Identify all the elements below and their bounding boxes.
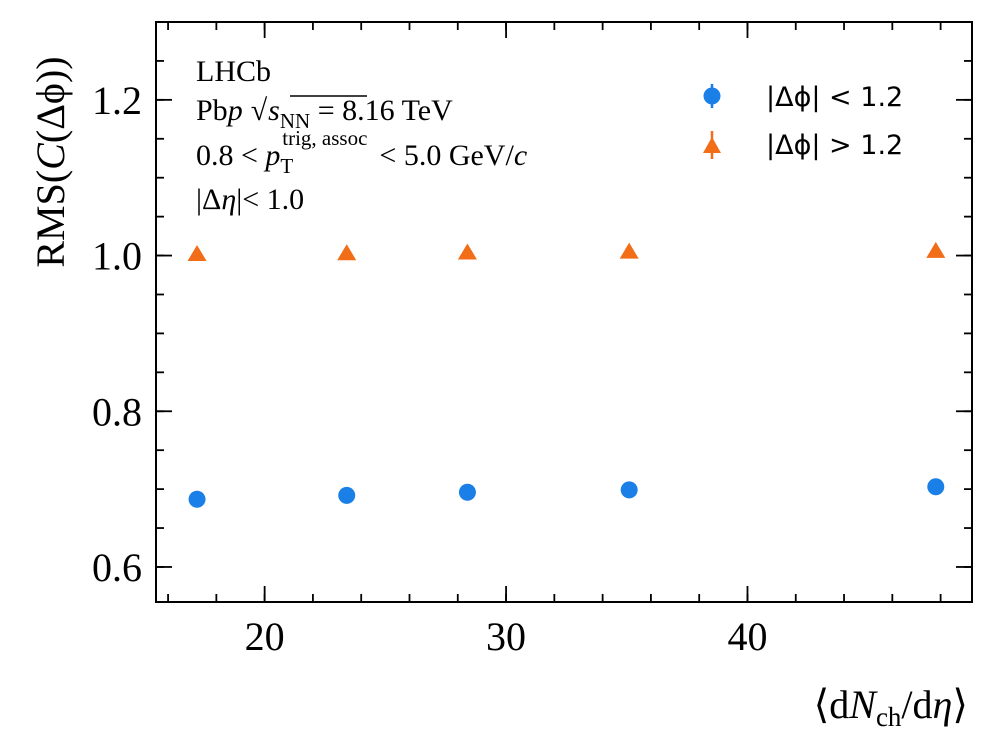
y-axis-label: RMS(C(Δϕ)) xyxy=(28,56,73,267)
point-series-0 xyxy=(188,490,206,508)
y-tick-label: 1.2 xyxy=(92,78,142,123)
y-tick-label: 0.6 xyxy=(92,545,142,590)
pt-range-label: 0.8 < pTtrig, assoc< 5.0 GeV/c xyxy=(196,126,527,178)
point-series-1 xyxy=(457,243,477,260)
eta-cut-label: |Δη|< 1.0 xyxy=(196,183,304,216)
legend-label-triangle: |Δϕ| > 1.2 xyxy=(766,130,903,161)
x-tick-label: 40 xyxy=(727,614,767,659)
point-series-1 xyxy=(619,242,639,259)
point-series-1 xyxy=(187,245,207,261)
legend: |Δϕ| < 1.2 |Δϕ| > 1.2 xyxy=(703,82,903,161)
point-series-0 xyxy=(927,478,945,496)
system-label: Pbp √sNN = 8.16 TeV xyxy=(196,94,453,133)
x-tick-label: 20 xyxy=(245,614,285,659)
x-tick-label: 30 xyxy=(486,614,526,659)
point-series-1 xyxy=(337,244,357,261)
y-tick-label: 0.8 xyxy=(92,389,142,434)
y-tick-label: 1.0 xyxy=(92,234,142,279)
x-axis-label: ⟨dNch/dη⟩ xyxy=(814,682,968,732)
point-series-1 xyxy=(926,241,946,258)
point-series-0 xyxy=(620,481,638,499)
legend-label-circle: |Δϕ| < 1.2 xyxy=(766,82,903,113)
point-series-0 xyxy=(338,486,356,504)
point-series-0 xyxy=(458,483,476,501)
experiment-label: LHCb xyxy=(196,55,271,88)
axis-ticks: 20 30 40 0.6 0.8 1.0 1.2 xyxy=(92,21,972,659)
plot-frame xyxy=(155,21,973,603)
data-points xyxy=(187,241,946,508)
